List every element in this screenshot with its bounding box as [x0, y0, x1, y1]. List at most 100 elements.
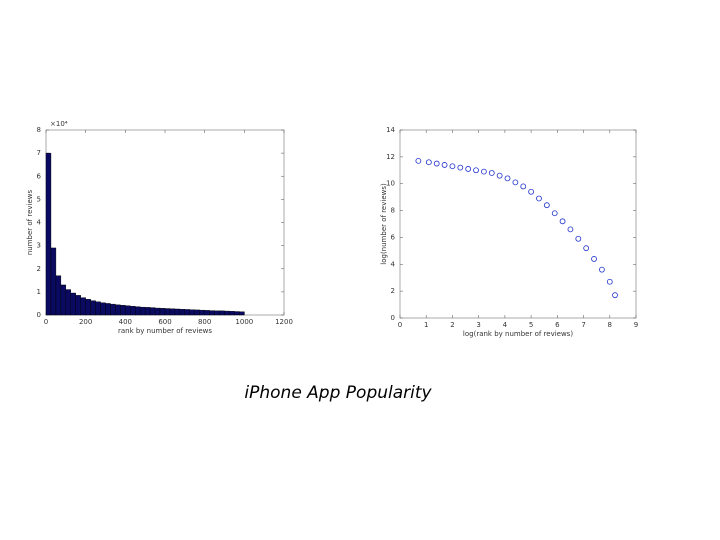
y-tick-label: 10 — [386, 180, 395, 188]
y-tick-label: 0 — [37, 311, 41, 319]
bar — [105, 303, 111, 316]
slide-caption: iPhone App Popularity — [244, 383, 432, 403]
bar — [194, 309, 200, 316]
point — [551, 210, 558, 217]
y-tick-label: 8 — [391, 207, 395, 215]
x-tick-label: 600 — [158, 318, 171, 326]
bar — [209, 310, 215, 316]
point — [528, 188, 535, 195]
bar — [60, 284, 67, 316]
x-tick-label: 800 — [198, 318, 211, 326]
bar — [184, 309, 190, 316]
bar — [85, 299, 91, 316]
x-tick-label: 6 — [555, 321, 560, 329]
point — [536, 195, 542, 202]
point — [415, 157, 422, 164]
bar — [95, 301, 101, 316]
x-tick-label: 4 — [503, 321, 508, 329]
y-tick-label: 2 — [37, 265, 41, 273]
bar — [80, 297, 86, 316]
y-tick-label: 4 — [37, 219, 42, 227]
x-tick-label: 3 — [476, 321, 480, 329]
point — [543, 202, 550, 209]
y-axis-label: log(number of reviews) — [380, 183, 388, 265]
bar — [234, 311, 240, 316]
point — [504, 175, 511, 182]
bar — [90, 300, 96, 316]
point — [425, 159, 432, 166]
y-tick-label: 14 — [386, 126, 395, 134]
bar — [65, 289, 71, 316]
x-tick-label: 1200 — [275, 318, 293, 326]
bar — [199, 309, 205, 316]
point — [473, 167, 479, 174]
point — [512, 179, 519, 186]
bar — [55, 275, 62, 316]
y-tick-label: 8 — [37, 126, 41, 134]
point — [567, 226, 574, 233]
point — [433, 160, 440, 167]
point — [441, 162, 448, 168]
bar — [115, 304, 121, 316]
plot-frame — [45, 129, 285, 316]
point — [449, 163, 456, 170]
point — [591, 256, 597, 262]
bar — [239, 311, 245, 316]
point — [583, 245, 590, 252]
y-multiplier: ×10⁴ — [50, 120, 68, 128]
bar — [75, 295, 81, 316]
x-tick-label: 400 — [119, 318, 132, 326]
bar — [149, 307, 156, 316]
x-tick-label: 7 — [581, 321, 585, 329]
y-tick-label: 12 — [386, 153, 395, 161]
y-tick-label: 3 — [37, 242, 41, 250]
point — [481, 168, 487, 175]
point — [599, 266, 605, 273]
x-tick-label: 9 — [634, 321, 638, 329]
bar — [219, 310, 225, 316]
bar — [50, 247, 57, 316]
x-tick-label: 0 — [398, 321, 402, 329]
point — [496, 172, 503, 179]
point — [520, 183, 527, 190]
bar — [174, 308, 181, 316]
x-tick-label: 5 — [529, 321, 533, 329]
x-tick-label: 0 — [44, 318, 48, 326]
y-tick-label: 1 — [37, 288, 41, 296]
bar — [120, 305, 126, 316]
point — [559, 218, 566, 225]
plot-frame — [399, 129, 637, 319]
bar — [169, 308, 176, 316]
y-tick-label: 4 — [391, 260, 396, 268]
y-tick-label: 7 — [37, 149, 41, 157]
bar — [70, 292, 76, 316]
y-tick-label: 2 — [391, 287, 395, 295]
bar — [204, 310, 210, 316]
bar — [214, 310, 220, 316]
x-axis-label: rank by number of reviews — [118, 327, 212, 335]
bar — [130, 306, 136, 316]
bar — [164, 308, 171, 316]
point — [465, 166, 472, 172]
x-tick-label: 8 — [608, 321, 612, 329]
point — [457, 164, 464, 171]
bar — [100, 302, 106, 316]
bar — [154, 307, 161, 316]
bar — [125, 305, 131, 316]
bar — [45, 152, 52, 316]
point — [575, 235, 582, 242]
x-tick-label: 1000 — [235, 318, 253, 326]
bar — [229, 311, 235, 316]
bar — [140, 306, 146, 316]
point — [488, 170, 495, 176]
y-axis-label: number of reviews — [26, 189, 34, 255]
point — [612, 292, 618, 299]
x-tick-label: 200 — [79, 318, 92, 326]
point — [606, 278, 613, 285]
bar — [144, 307, 151, 316]
bar — [110, 303, 116, 316]
x-axis-label: log(rank by number of reviews) — [463, 330, 573, 338]
y-tick-label: 6 — [391, 233, 396, 241]
